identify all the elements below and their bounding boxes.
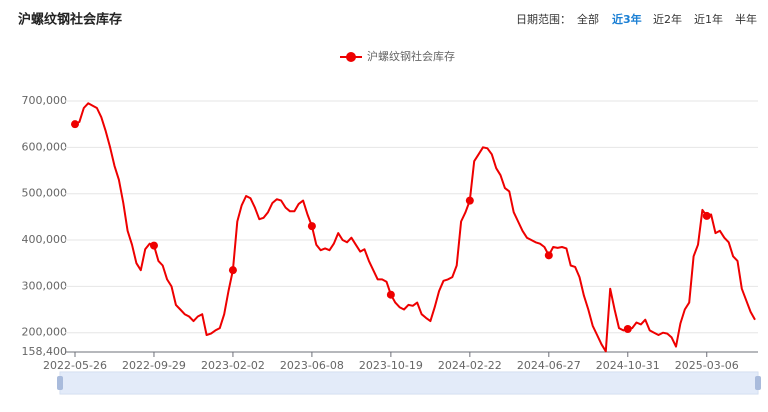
data-point	[465, 196, 474, 205]
x-tick-label: 2024-10-31	[596, 359, 660, 372]
x-tick-label: 2023-10-19	[359, 359, 423, 372]
data-point	[149, 241, 158, 250]
zoom-handle[interactable]	[57, 376, 63, 390]
x-tick-label: 2023-02-02	[201, 359, 265, 372]
x-tick-label: 2022-05-26	[43, 359, 107, 372]
date-range-option[interactable]: 半年	[735, 12, 757, 26]
y-tick-label: 200,000	[22, 326, 68, 339]
chart-title: 沪螺纹钢社会库存	[18, 12, 122, 28]
x-tick-label: 2022-09-29	[122, 359, 186, 372]
date-range-option[interactable]: 近1年	[694, 12, 723, 26]
y-tick-label: 600,000	[22, 140, 68, 153]
y-tick-label: 700,000	[22, 94, 68, 107]
data-point	[544, 251, 553, 260]
x-tick-label: 2024-02-22	[438, 359, 502, 372]
zoom-handle[interactable]	[755, 376, 761, 390]
data-point	[307, 222, 316, 231]
data-point	[702, 211, 711, 220]
y-tick-label: 500,000	[22, 187, 68, 200]
data-line	[74, 102, 756, 353]
date-range-option[interactable]: 近3年	[612, 12, 642, 26]
x-tick-label: 2023-06-08	[280, 359, 344, 372]
date-range-label: 日期范围：	[516, 12, 571, 26]
y-tick-label: 400,000	[22, 233, 68, 246]
legend-marker	[346, 52, 356, 62]
date-range-option[interactable]: 全部	[577, 12, 599, 26]
x-tick-label: 2024-06-27	[517, 359, 581, 372]
zoom-window[interactable]	[60, 372, 758, 394]
date-range-option[interactable]: 近2年	[653, 12, 682, 26]
y-tick-label: 300,000	[22, 279, 68, 292]
legend-label[interactable]: 沪螺纹钢社会库存	[367, 49, 455, 63]
x-tick-label: 2025-03-06	[675, 359, 739, 372]
data-point	[386, 290, 395, 299]
y-tick-label: 158,400	[22, 345, 68, 358]
data-point	[623, 325, 632, 334]
data-point	[71, 120, 79, 129]
data-point	[228, 266, 237, 275]
